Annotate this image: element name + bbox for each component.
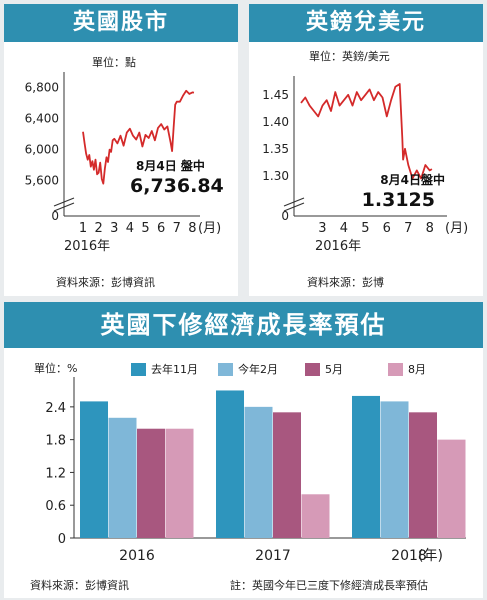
x-tick-label: 3 bbox=[110, 221, 118, 236]
y-tick-label: 1.8 bbox=[45, 434, 66, 449]
annotation-value: 6,736.84 bbox=[130, 175, 224, 197]
legend-swatch bbox=[131, 362, 146, 376]
y-tick-label: 0.6 bbox=[45, 499, 66, 514]
stock-panel-title: 英國股市 bbox=[4, 4, 238, 42]
annotation-value: 1.3125 bbox=[362, 189, 435, 211]
x-axis-unit: (月) bbox=[198, 221, 221, 236]
growth-chart: 單位：% 0 0.6 1.2 1.8 2.4 2016 2017 2018(年) bbox=[34, 361, 466, 564]
fx-chart: 1.45 1.40 1.35 1.30 0 3 4 5 6 7 8 (月) 2016年 單位：英鎊/美元 8… bbox=[262, 49, 468, 254]
y-tick-label: 0 bbox=[58, 532, 66, 547]
bar bbox=[409, 412, 437, 538]
bar bbox=[216, 390, 244, 538]
series-line bbox=[300, 83, 433, 180]
x-tick-label: 6 bbox=[383, 221, 391, 236]
x-tick-label: 4 bbox=[340, 221, 348, 236]
x-axis-unit: (月) bbox=[445, 221, 468, 236]
stock-panel: 英國股市 資料來源：彭博資訊 bbox=[4, 4, 238, 296]
x-tick-label: 8 bbox=[426, 221, 434, 236]
fx-panel: 英鎊兌美元 資料來源：彭博 bbox=[249, 4, 483, 296]
growth-source: 資料來源：彭博資訊 bbox=[30, 579, 129, 592]
stock-chart: 6,800 6,400 6,000 5,600 0 1 2 3 4 5 6 7 8 (月) 2016年 單位：… bbox=[25, 55, 224, 254]
axis-break-mark bbox=[283, 202, 305, 212]
x-tick-label: 2 bbox=[94, 221, 102, 236]
axis-break-mark bbox=[283, 197, 305, 207]
y-tick-label: 1.35 bbox=[262, 142, 289, 156]
x-tick-label: 5 bbox=[361, 221, 369, 236]
legend-item: 8月 bbox=[388, 361, 426, 377]
x-tick-label: 8 bbox=[188, 221, 196, 236]
bar bbox=[244, 406, 273, 538]
y-tick-label: 5,600 bbox=[25, 174, 59, 188]
fx-source: 資料來源：彭博 bbox=[307, 276, 384, 289]
bar bbox=[108, 417, 137, 538]
axis-break-mark bbox=[53, 202, 75, 212]
x-tick-label: 7 bbox=[404, 221, 412, 236]
bar bbox=[80, 401, 108, 538]
unit-label: 單位：點 bbox=[92, 55, 136, 69]
legend-label: 今年2月 bbox=[238, 363, 278, 376]
y-tick-label: 6,400 bbox=[25, 112, 59, 126]
unit-label: 單位：英鎊/美元 bbox=[309, 49, 390, 63]
bar bbox=[380, 401, 409, 538]
series-line bbox=[82, 89, 195, 185]
bar bbox=[165, 428, 194, 538]
fx-panel-title: 英鎊兌美元 bbox=[249, 4, 483, 42]
legend-item: 去年11月 bbox=[131, 361, 198, 377]
legend-swatch bbox=[388, 362, 403, 376]
legend-swatch bbox=[305, 362, 320, 376]
bar bbox=[437, 439, 466, 538]
growth-note: 註：英國今年已三度下修經濟成長率預估 bbox=[230, 579, 428, 592]
bar bbox=[352, 395, 380, 538]
year-label: 2016年 bbox=[315, 239, 361, 254]
unit-label: 單位：% bbox=[34, 361, 77, 375]
legend-label: 去年11月 bbox=[151, 363, 198, 376]
growth-panel-title: 英國下修經濟成長率預估 bbox=[4, 302, 483, 348]
x-tick-label: 5 bbox=[141, 221, 149, 236]
year-label: 2016年 bbox=[64, 239, 110, 254]
x-tick-label: 7 bbox=[173, 221, 181, 236]
legend-swatch bbox=[218, 362, 233, 376]
stock-source: 資料來源：彭博資訊 bbox=[56, 276, 155, 289]
y-tick-label: 0 bbox=[51, 209, 59, 223]
legend-label: 8月 bbox=[408, 363, 426, 376]
legend-item: 今年2月 bbox=[218, 361, 278, 377]
bar bbox=[301, 494, 330, 538]
bar bbox=[137, 428, 165, 538]
y-tick-label: 1.30 bbox=[262, 169, 289, 183]
x-axis-unit: (年) bbox=[418, 548, 443, 564]
y-tick-label: 6,800 bbox=[25, 81, 59, 95]
x-tick-label: 3 bbox=[318, 221, 326, 236]
y-tick-label: 2.4 bbox=[45, 401, 66, 416]
x-tick-label: 1 bbox=[79, 221, 87, 236]
y-tick-label: 6,000 bbox=[25, 143, 59, 157]
axis-break-mark bbox=[53, 197, 75, 207]
y-tick-label: 1.40 bbox=[262, 115, 289, 129]
x-tick-label: 2017 bbox=[255, 548, 291, 564]
legend-item: 5月 bbox=[305, 361, 343, 377]
x-tick-label: 6 bbox=[157, 221, 165, 236]
x-tick-label: 2018 bbox=[391, 548, 427, 564]
x-tick-label: 4 bbox=[126, 221, 134, 236]
x-tick-label: 2016 bbox=[119, 548, 155, 564]
y-tick-label: 1.2 bbox=[45, 466, 66, 481]
bar bbox=[273, 412, 301, 538]
y-tick-label: 1.45 bbox=[262, 88, 289, 102]
legend-label: 5月 bbox=[325, 363, 343, 376]
annotation-date: 8月4日盤中 bbox=[380, 172, 445, 187]
annotation-date: 8月4日 盤中 bbox=[136, 158, 205, 173]
y-tick-label: 0 bbox=[281, 209, 289, 223]
